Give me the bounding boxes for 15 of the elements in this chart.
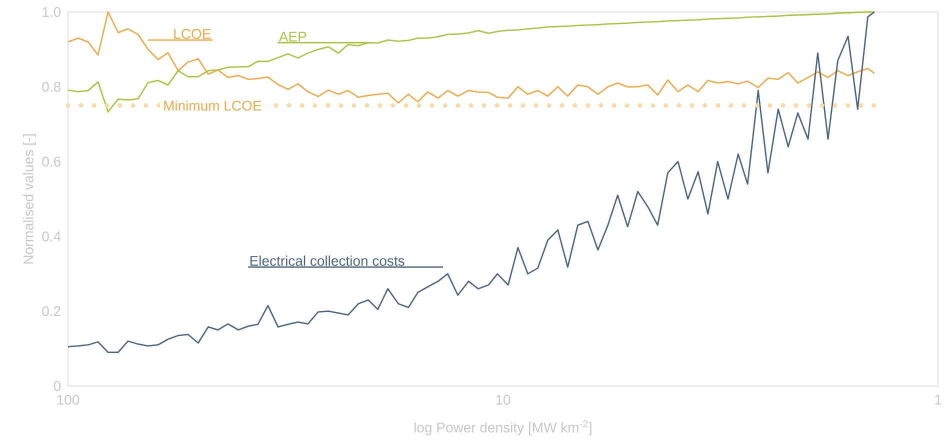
text: Electrical collection costs bbox=[250, 256, 404, 266]
y-tick-label: 0.4 bbox=[42, 231, 61, 242]
y-axis-title: Normalised values [-] bbox=[23, 134, 36, 264]
y-tick-label: 1.0 bbox=[42, 7, 61, 17]
x-tick-label: 1 bbox=[935, 394, 942, 404]
y-tick-label: 0.6 bbox=[42, 156, 61, 167]
series-label: LCOE bbox=[174, 28, 211, 39]
ref-line-label: Minimum LCOE bbox=[164, 100, 262, 111]
x-tick-label: 100 bbox=[57, 394, 80, 405]
x-axis-title: log Power density [MW km$^{-2}$] bbox=[414, 420, 592, 436]
series-label: AEP bbox=[278, 32, 306, 42]
y-tick-label: 0.8 bbox=[42, 82, 61, 92]
x-tick-label: 10 bbox=[496, 394, 510, 405]
y-tick-label: 0 bbox=[54, 381, 61, 391]
y-tick-label: 0.2 bbox=[42, 306, 60, 316]
